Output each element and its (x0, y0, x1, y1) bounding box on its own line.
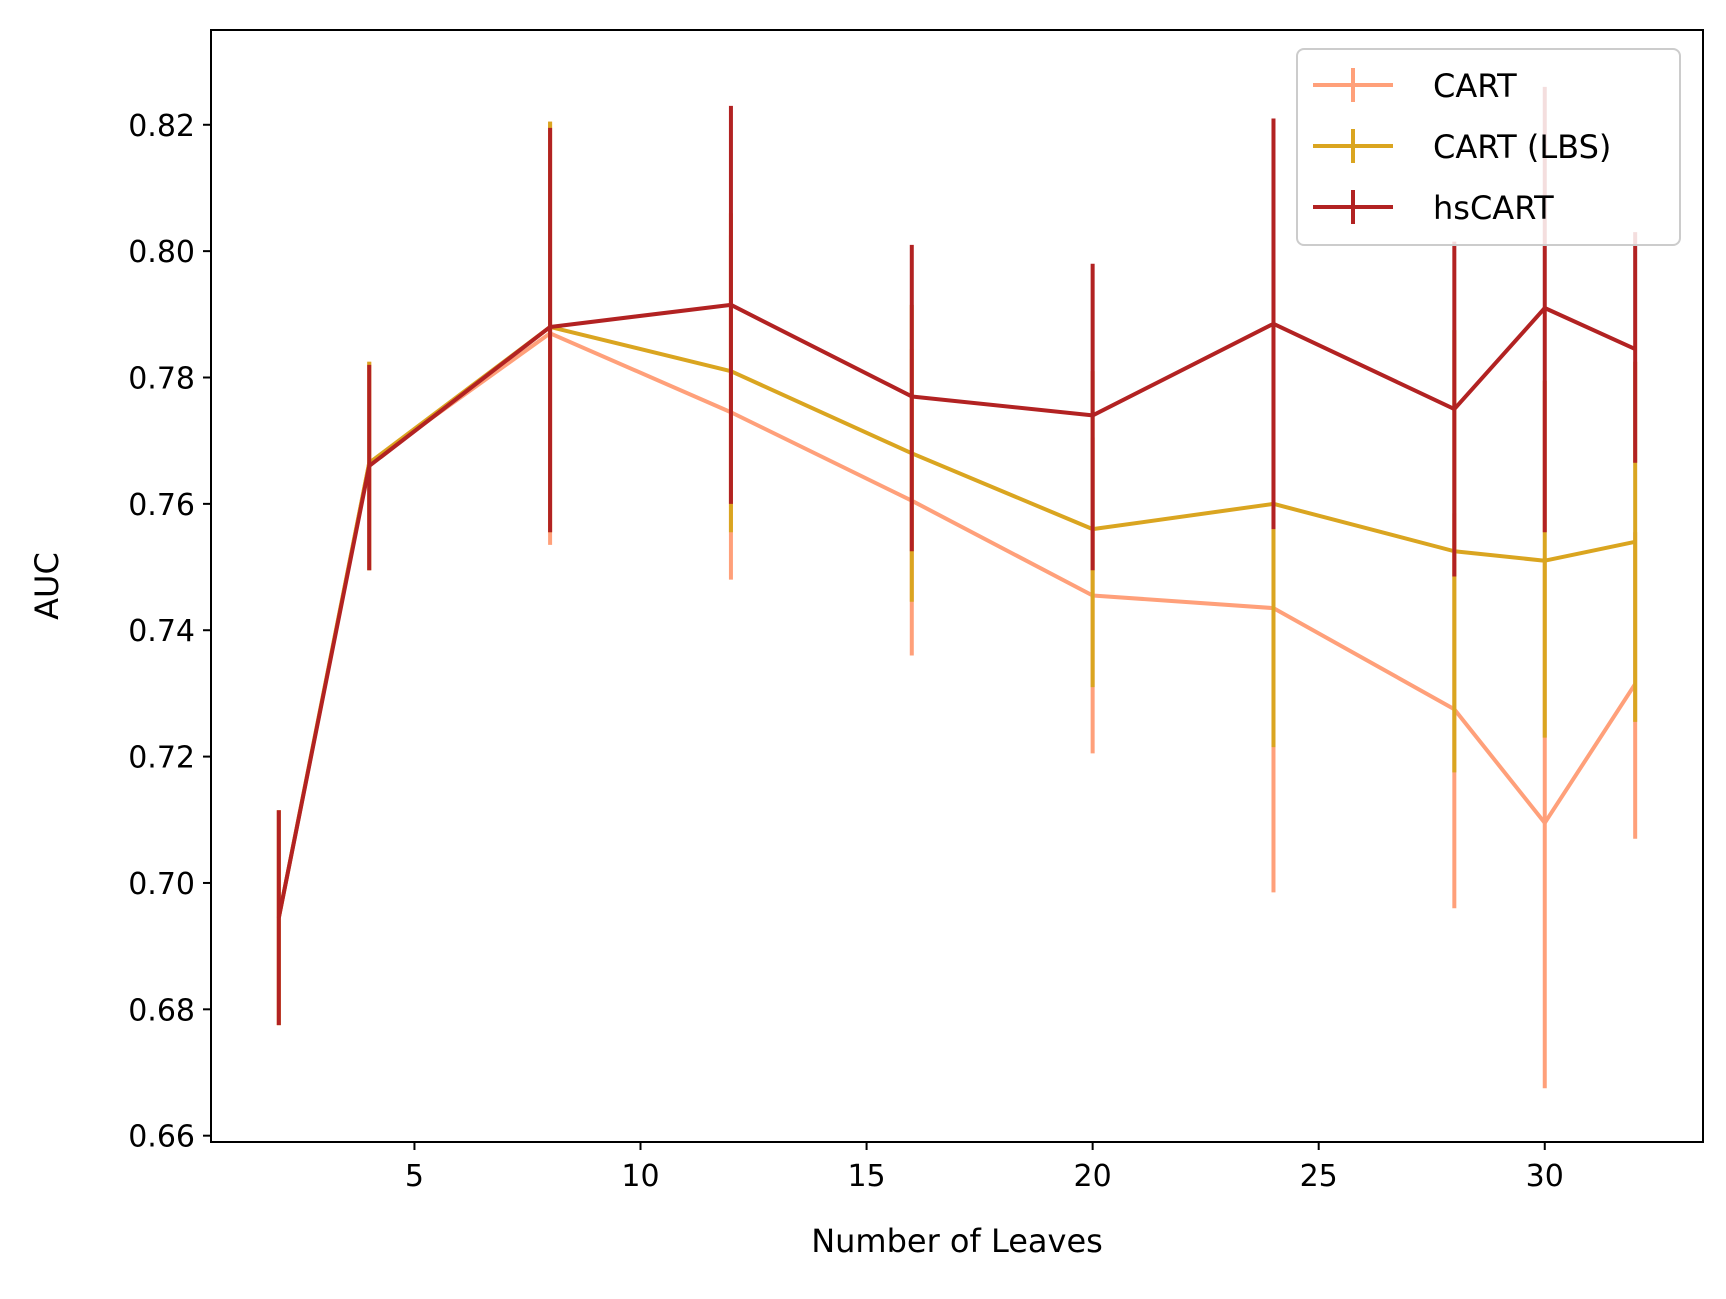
y-axis-ticks: 0.66 0.68 0.70 0.72 0.74 0.76 0.78 0.80 0.82 (128, 109, 211, 1155)
legend-label: CART (LBS) (1433, 128, 1611, 166)
series-3 (276, 86, 1638, 1026)
legend-entry: hsCART (1313, 189, 1554, 227)
y-tick-label: 0.80 (128, 235, 195, 270)
axes-frame (210, 29, 1704, 1143)
legend-entry: CART (1313, 67, 1517, 105)
series-line (276, 331, 1637, 919)
legend: CART CART (LBS) hsCART (1296, 48, 1681, 246)
series-2 (276, 121, 1638, 1026)
y-axis-label: AUC (28, 552, 66, 620)
y-tick-label: 0.66 (128, 1120, 195, 1155)
y-tick-label: 0.76 (128, 488, 195, 523)
y-tick-label: 0.82 (128, 109, 195, 144)
legend-entry: CART (LBS) (1313, 128, 1611, 166)
legend-box (1296, 48, 1681, 246)
legend-label: CART (1433, 67, 1517, 105)
y-tick-label: 0.68 (128, 993, 195, 1028)
y-tick-label: 0.70 (128, 867, 195, 902)
x-axis-label: Number of Leaves (811, 1222, 1103, 1260)
x-tick-label: 30 (1526, 1159, 1564, 1194)
series-line (276, 324, 1636, 919)
x-tick-label: 10 (621, 1159, 659, 1194)
series-layer (276, 86, 1638, 1089)
x-tick-label: 15 (847, 1159, 885, 1194)
x-tick-label: 25 (1300, 1159, 1338, 1194)
y-tick-label: 0.78 (128, 362, 195, 397)
x-tick-label: 5 (405, 1159, 424, 1194)
y-tick-label: 0.74 (128, 614, 195, 649)
y-tick-label: 0.72 (128, 741, 195, 776)
x-tick-label: 20 (1074, 1159, 1112, 1194)
x-axis-ticks: 5 10 15 20 25 30 (405, 1142, 1564, 1194)
legend-label: hsCART (1433, 189, 1554, 227)
series-line (276, 302, 1637, 919)
series-1 (276, 121, 1638, 1089)
